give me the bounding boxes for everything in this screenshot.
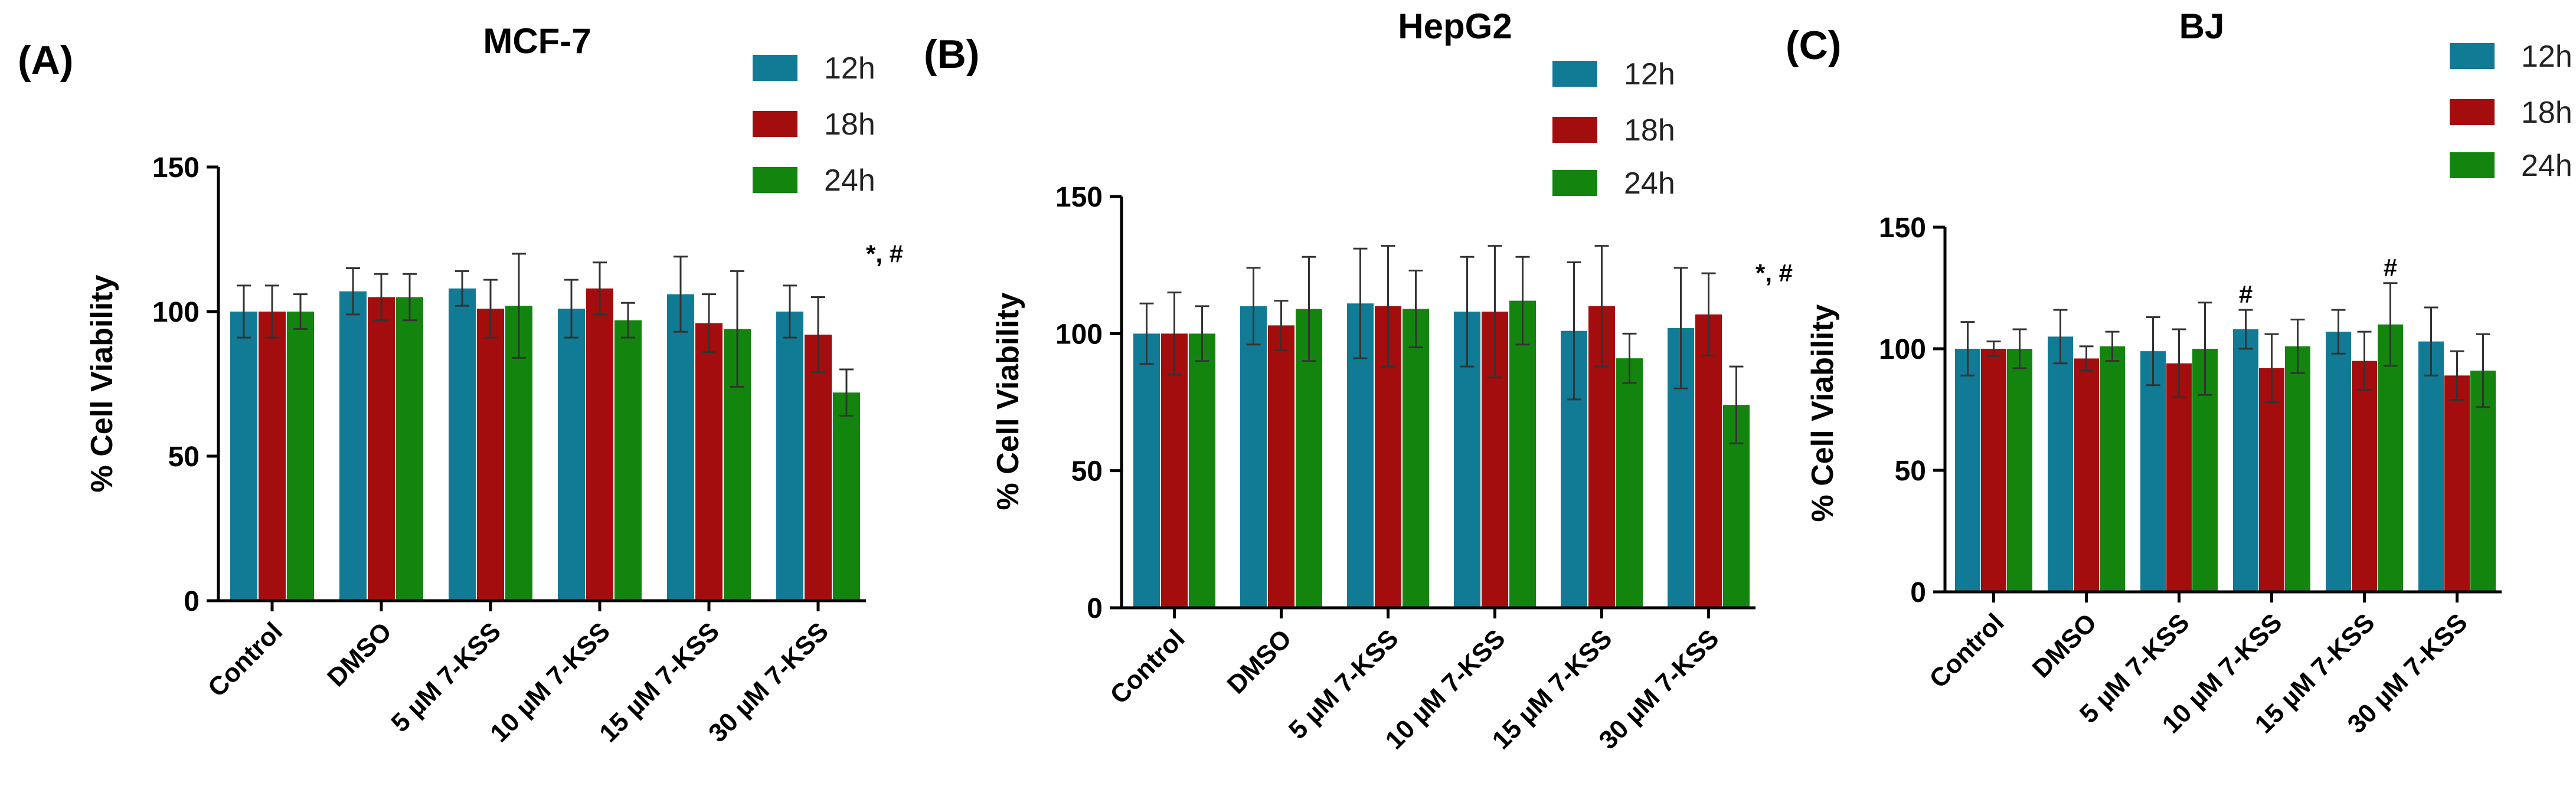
bar-24h [2100,346,2125,592]
bar-24h [396,297,423,601]
bar-24h [1509,300,1536,608]
legend-label-12h: 12h [2521,40,2572,74]
y-tick-label: 150 [1055,182,1103,213]
significance-marker: *, # [866,240,903,268]
legend-swatch-12h [2450,43,2495,69]
bar-12h [667,294,694,601]
legend-label-18h: 18h [1624,113,1675,148]
bar-24h [614,320,642,601]
panel-a: (A) MCF-7 12h 18h 24h 0 50 100 150 % Cell Viabili… [18,21,903,748]
y-tick-label: 0 [184,586,200,617]
bar-18h [2352,361,2377,592]
panel-c: (C) BJ 12h 18h 24h 0 50 100 150 % Cell Viability C… [1786,6,2572,739]
y-tick-label: 150 [152,152,200,184]
bar-24h [2007,349,2032,592]
bar-18h [586,288,613,601]
x-tick-label: DMSO [2027,608,2103,683]
y-axis-label: % Cell Viability [991,292,1025,510]
x-tick-label: Control [1924,608,2009,693]
bar-12h [2418,341,2444,592]
y-axis-label: % Cell Viability [1806,304,1840,522]
significance-marker: # [2239,280,2253,308]
y-tick-label: 50 [1071,456,1103,487]
x-tick-label: Control [1104,624,1190,709]
bar-18h [1695,314,1722,608]
x-tick-label: DMSO [1222,624,1297,699]
bar-24h [1189,333,1215,608]
panel-label: (B) [924,32,979,77]
panel-label: (A) [18,38,73,83]
legend-swatch-18h [2450,99,2495,125]
bar-18h [1981,349,2006,592]
legend-label-12h: 12h [824,51,875,86]
bar-12h [1240,306,1267,608]
legend-label-18h: 18h [2521,96,2572,130]
bar-12h [2233,329,2258,592]
bar-24h [2285,346,2310,592]
chart-title: BJ [2179,6,2225,46]
legend-swatch-18h [753,111,797,137]
x-tick-label: 5 µM 7-KSS [1283,624,1404,745]
bar-18h [259,312,286,601]
y-tick-label: 100 [1055,319,1103,350]
bar-18h [2259,368,2284,592]
y-tick-label: 100 [1879,334,1926,365]
y-tick-label: 150 [1879,212,1926,244]
y-tick-label: 50 [168,441,200,473]
y-tick-label: 50 [1895,456,1926,487]
bar-12h [2140,351,2166,592]
bar-18h [2444,375,2470,592]
x-tick-label: DMSO [322,617,397,692]
bar-12h [558,309,585,601]
legend-label-12h: 12h [1624,57,1675,91]
legend-swatch-24h [1552,170,1597,196]
bar-24h [1403,309,1429,608]
bar-18h [2074,358,2099,592]
panel-label: (C) [1786,23,1841,68]
chart-title: MCF-7 [483,21,591,61]
bar-18h [695,323,723,601]
bar-24h [1616,358,1643,608]
panel-b: (B) HepG2 12h 18h 24h 0 50 100 150 % Cell Viabili… [924,6,1793,755]
bar-12h [230,312,257,601]
legend-label-24h: 24h [824,163,875,198]
y-tick-label: 0 [1910,577,1926,608]
legend-swatch-12h [753,55,797,81]
y-tick-label: 0 [1087,593,1103,624]
x-tick-label: 5 µM 7-KSS [385,617,506,738]
y-tick-label: 100 [152,297,200,328]
bar-12h [776,312,803,601]
legend-label-24h: 24h [1624,166,1675,201]
y-axis-label: % Cell Viability [85,274,119,492]
bar-18h [368,297,395,601]
legend-label-18h: 18h [824,107,875,142]
bar-24h [2378,324,2403,592]
bar-18h [1268,325,1294,608]
bar-12h [449,288,476,601]
legend-swatch-12h [1552,61,1597,87]
bar-12h [2326,332,2351,592]
legend-label-24h: 24h [2521,149,2572,183]
significance-marker: # [2384,254,2397,281]
significance-marker: *, # [1756,259,1793,287]
legend-swatch-24h [2450,152,2495,178]
x-tick-label: Control [202,617,288,702]
bar-18h [805,335,832,601]
bar-24h [833,392,860,601]
chart-title: HepG2 [1398,6,1512,46]
bar-12h [339,291,367,601]
bar-24h [287,312,314,601]
bar-12h [2048,336,2073,592]
legend-swatch-24h [753,167,797,193]
legend-swatch-18h [1552,117,1597,143]
bar-12h [1133,333,1160,608]
bar-18h [1161,333,1188,608]
bar-18h [2166,363,2192,592]
bar-18h [477,309,504,601]
bar-12h [1955,349,1980,592]
